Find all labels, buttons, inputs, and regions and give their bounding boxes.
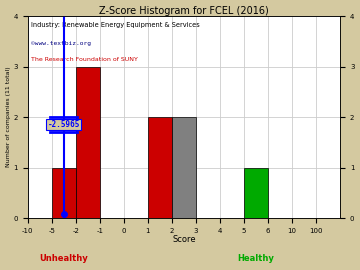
X-axis label: Score: Score xyxy=(172,235,196,244)
Text: ©www.textbiz.org: ©www.textbiz.org xyxy=(31,40,91,46)
Text: The Research Foundation of SUNY: The Research Foundation of SUNY xyxy=(31,57,138,62)
Title: Z-Score Histogram for FCEL (2016): Z-Score Histogram for FCEL (2016) xyxy=(99,6,269,16)
Text: -2.5965: -2.5965 xyxy=(48,120,80,129)
Y-axis label: Number of companies (11 total): Number of companies (11 total) xyxy=(5,67,10,167)
Bar xyxy=(76,67,100,218)
Bar xyxy=(51,168,76,218)
Text: Unhealthy: Unhealthy xyxy=(39,254,88,263)
Bar xyxy=(244,168,268,218)
Text: Healthy: Healthy xyxy=(238,254,274,263)
Text: Industry: Renewable Energy Equipment & Services: Industry: Renewable Energy Equipment & S… xyxy=(31,22,199,28)
Bar xyxy=(148,117,172,218)
Bar xyxy=(172,117,196,218)
